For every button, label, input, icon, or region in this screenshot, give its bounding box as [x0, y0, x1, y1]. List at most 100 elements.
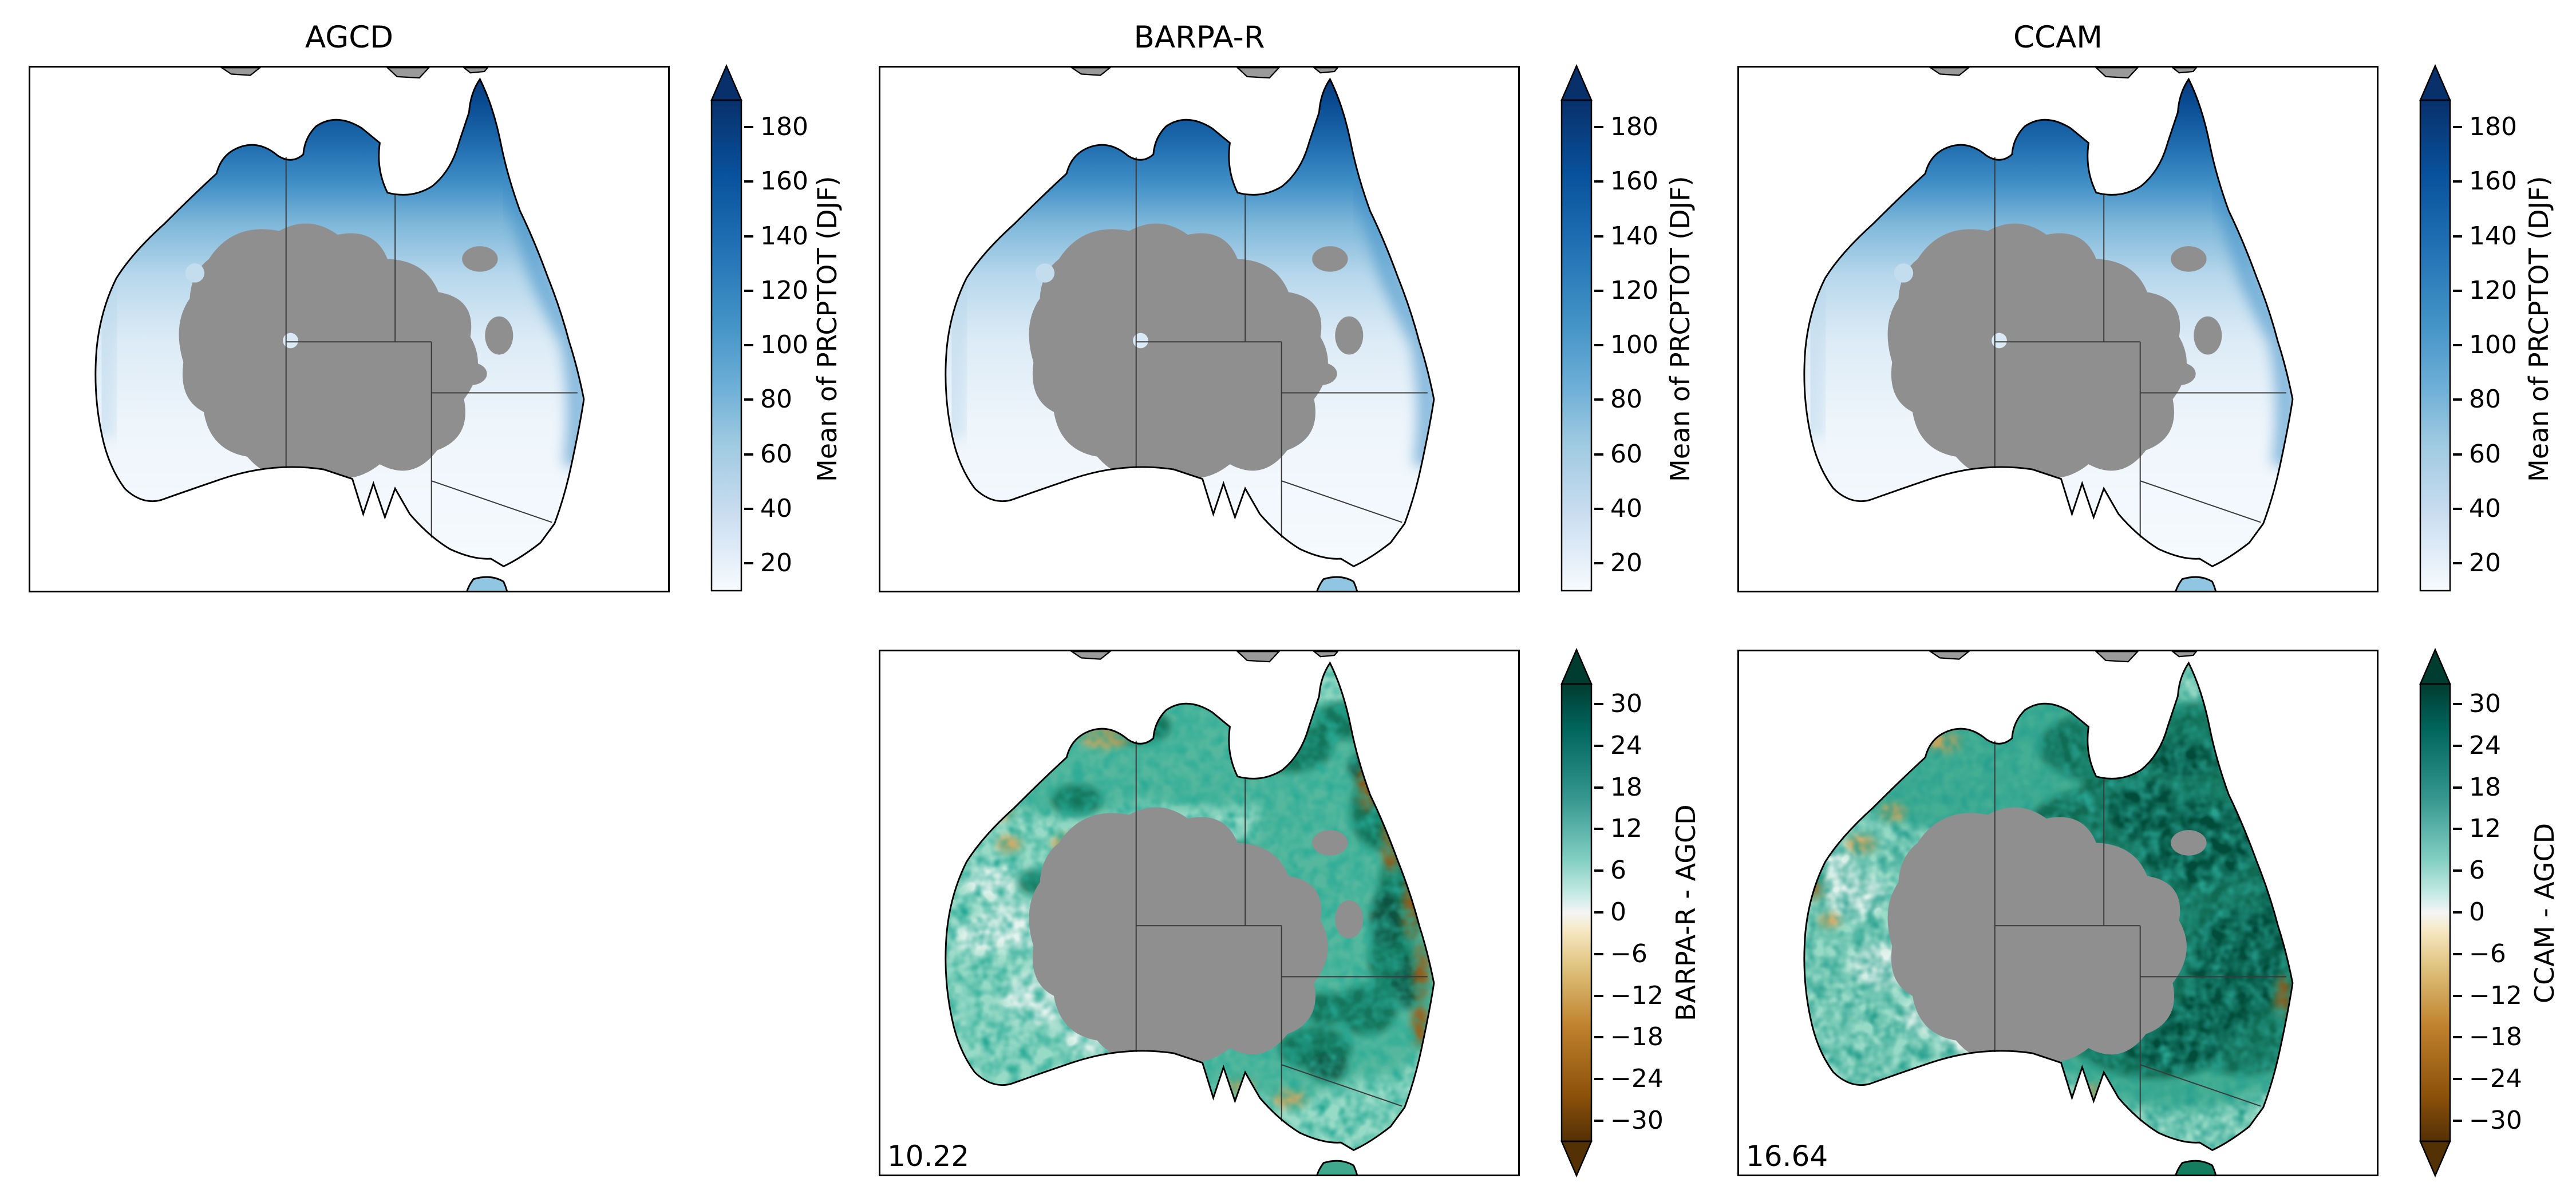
tick-mark — [1594, 398, 1603, 401]
colorbar-tick: 30 — [2453, 691, 2562, 717]
tick-mark — [2453, 1119, 2462, 1122]
tick-mark — [744, 235, 753, 238]
tick-mark — [1594, 1119, 1603, 1122]
colorbar-tick: 120 — [744, 278, 853, 303]
colorbar-label-barpa: Mean of PRCPTOT (DJF) — [1665, 176, 1696, 483]
tick-label: 160 — [2469, 167, 2517, 196]
tick-label: −12 — [1610, 980, 1664, 1010]
colorbar-tick: 20 — [2453, 551, 2562, 576]
colorbar-tick: 140 — [744, 221, 853, 251]
tick-label: 18 — [1610, 772, 1642, 802]
colorbar-barpa-diff — [1560, 648, 1593, 1178]
colorbar-tick: 0 — [1594, 897, 1703, 927]
tick-mark — [744, 180, 753, 183]
tick-label: 80 — [760, 385, 792, 414]
tick-label: 20 — [760, 548, 792, 578]
tick-mark — [1594, 911, 1603, 914]
colorbar-tick: 160 — [2453, 169, 2562, 194]
tick-mark — [1594, 507, 1603, 510]
colorbar-tick: 18 — [1594, 772, 1703, 802]
colorbar-ticks-barpa-diff: 30 24 18 12 6 0 −6 −12 −18 −24 −30 — [1594, 691, 1703, 1133]
colorbar-tick: 40 — [1594, 496, 1703, 521]
tick-label: −24 — [1610, 1064, 1664, 1094]
tick-label: −6 — [1610, 939, 1647, 968]
map-panel-agcd — [29, 66, 670, 592]
colorbar-label-barpa-diff: BARPA-R - AGCD — [1670, 804, 1701, 1022]
tick-mark — [2453, 786, 2462, 789]
tick-label: 160 — [760, 167, 808, 196]
tick-mark — [2453, 703, 2462, 705]
barpa-map — [880, 68, 1518, 591]
colorbar-tick: −12 — [2453, 983, 2562, 1009]
colorbar-tick: 20 — [1594, 551, 1703, 576]
tick-mark — [2453, 507, 2462, 510]
map-panel-barpa — [879, 66, 1520, 592]
colorbar-tick: −6 — [2453, 941, 2562, 967]
tick-label: 0 — [2469, 897, 2485, 927]
tick-label: 0 — [1610, 897, 1626, 927]
tick-label: 80 — [2469, 385, 2501, 414]
tick-label: 120 — [2469, 275, 2517, 305]
tick-mark — [2453, 344, 2462, 346]
tick-mark — [744, 562, 753, 564]
tick-label: 180 — [1610, 112, 1658, 141]
tick-label: 18 — [2469, 772, 2501, 802]
tick-mark — [2453, 1036, 2462, 1039]
tick-label: 60 — [760, 439, 792, 469]
tick-mark — [2453, 828, 2462, 831]
colorbar-tick: 120 — [2453, 278, 2562, 303]
map-panel-ccam-diff: 16.64 — [1737, 650, 2379, 1176]
colorbar-tick: 120 — [1594, 278, 1703, 303]
colorbar-tick: 6 — [1594, 858, 1703, 883]
colorbar-tick: 80 — [2453, 387, 2562, 412]
colorbar-tick: 30 — [1594, 691, 1703, 717]
tick-mark — [2453, 952, 2462, 955]
tick-label: −24 — [2469, 1064, 2522, 1094]
tick-label: 180 — [2469, 112, 2517, 141]
tick-mark — [1594, 994, 1603, 997]
colorbar-ticks-agcd: 180 160 140 120 100 80 60 40 20 — [744, 114, 853, 576]
tick-mark — [2453, 453, 2462, 456]
tick-label: 120 — [760, 275, 808, 305]
colorbar-tick: 100 — [744, 333, 853, 358]
colorbar-ticks-ccam-diff: 30 24 18 12 6 0 −6 −12 −18 −24 −30 — [2453, 691, 2562, 1133]
tick-mark — [2453, 1078, 2462, 1081]
colorbar-tick: 180 — [1594, 114, 1703, 140]
colorbar-agcd — [710, 64, 742, 592]
ccam-map — [1739, 68, 2377, 591]
colorbar-label-ccam-diff: CCAM - AGCD — [2529, 823, 2560, 1003]
tick-mark — [1594, 289, 1603, 292]
colorbar-tick: 12 — [1594, 816, 1703, 841]
tick-mark — [1594, 744, 1603, 747]
tick-label: 60 — [2469, 439, 2501, 469]
tick-mark — [1594, 344, 1603, 346]
tick-label: 140 — [760, 221, 808, 251]
tick-mark — [744, 344, 753, 346]
colorbar-tick: −18 — [1594, 1025, 1703, 1050]
colorbar-tick: 80 — [1594, 387, 1703, 412]
colorbar-label-ccam: Mean of PRCPTOT (DJF) — [2523, 176, 2554, 483]
colorbar-tick: 180 — [2453, 114, 2562, 140]
panel-title-agcd: AGCD — [305, 20, 394, 55]
tick-label: 120 — [1610, 275, 1658, 305]
tick-mark — [2453, 289, 2462, 292]
colorbar-ticks-barpa: 180 160 140 120 100 80 60 40 20 — [1594, 114, 1703, 576]
colorbar-tick: 180 — [744, 114, 853, 140]
tick-label: −30 — [2469, 1105, 2522, 1135]
map-panel-ccam — [1737, 66, 2379, 592]
tick-label: 140 — [1610, 221, 1658, 251]
colorbar-tick: 60 — [2453, 439, 2562, 469]
colorbar-tick: 140 — [2453, 223, 2562, 249]
tick-mark — [1594, 1036, 1603, 1039]
colorbar-tick: 18 — [2453, 772, 2562, 802]
tick-mark — [1594, 235, 1603, 238]
tick-mark — [2453, 126, 2462, 128]
tick-label: 40 — [2469, 493, 2501, 523]
colorbar-tick: −12 — [1594, 983, 1703, 1009]
colorbar-tick: 24 — [2453, 733, 2562, 758]
tick-mark — [2453, 869, 2462, 872]
colorbar-tick: −24 — [2453, 1066, 2562, 1092]
mean-bias-value-ccam: 16.64 — [1746, 1140, 1828, 1173]
colorbar-tick: 100 — [1594, 333, 1703, 358]
